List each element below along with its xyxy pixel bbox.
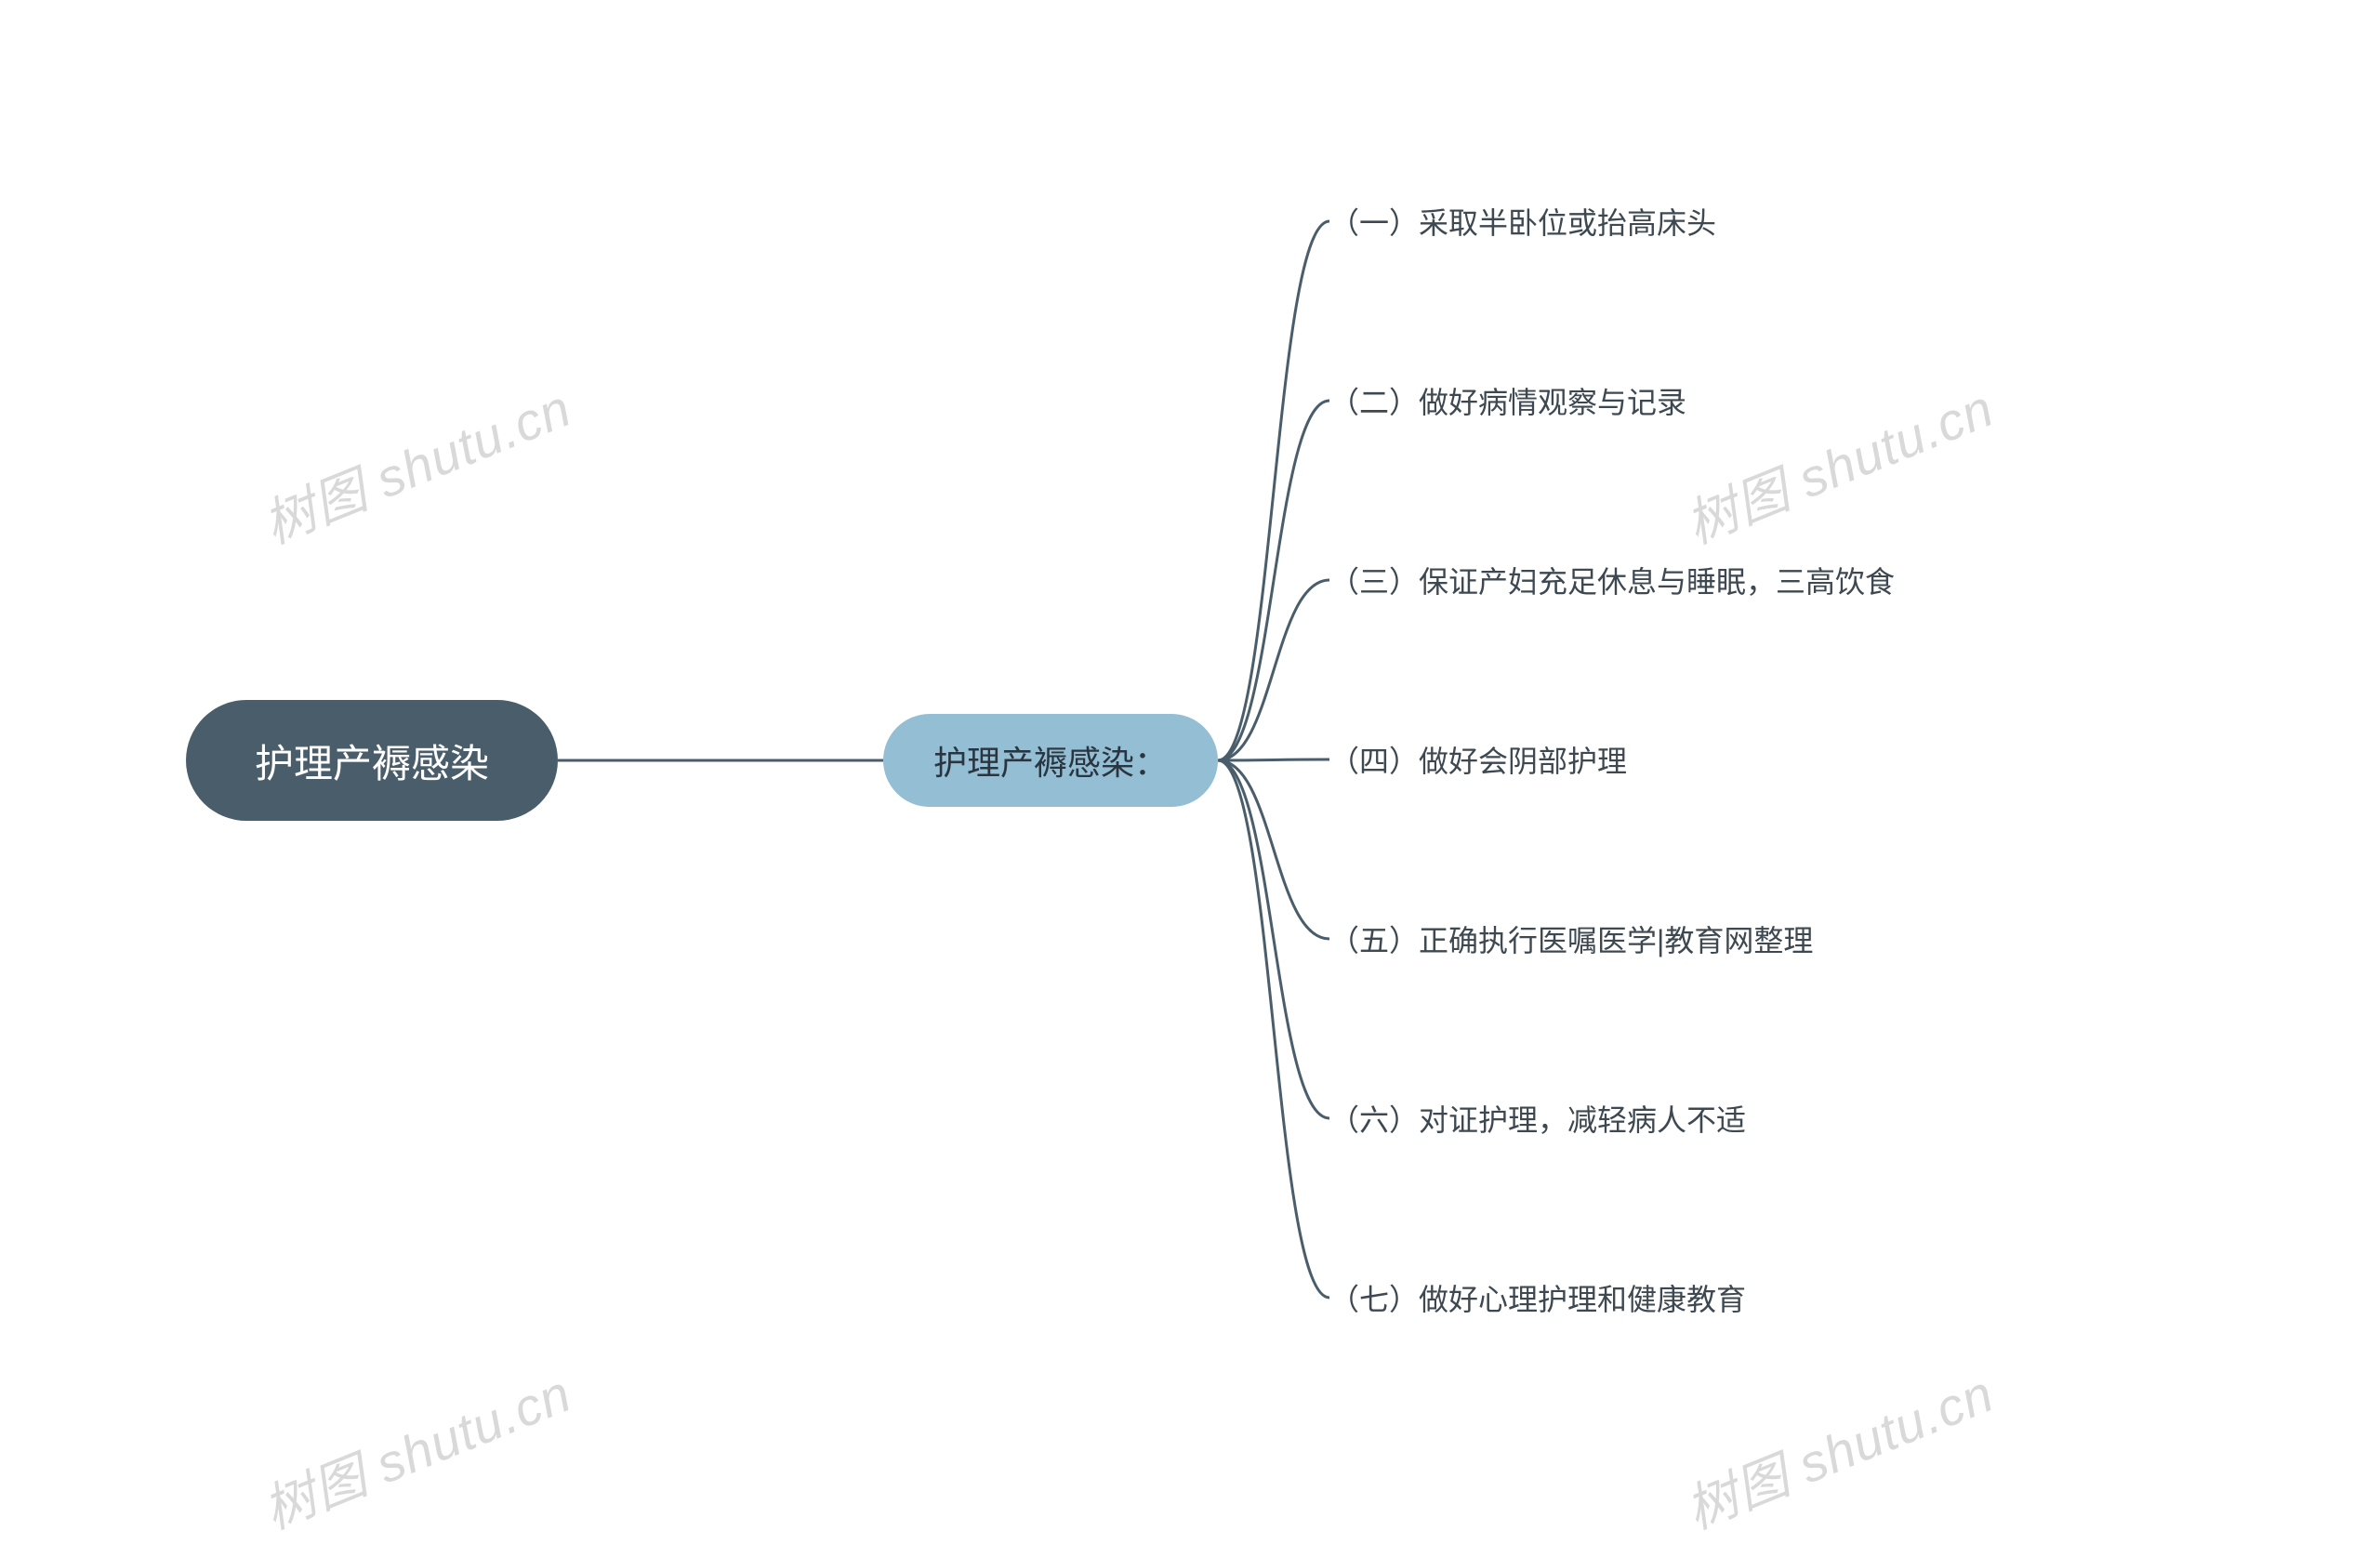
branch-node[interactable]: 护理产褥感染： <box>883 714 1218 807</box>
leaf-label: （一）采取半卧位或抬高床头 <box>1329 200 1716 243</box>
leaf-label: （三）保证产妇充足休息与睡眠，三高饮食 <box>1329 559 1895 601</box>
leaf-node[interactable]: （六）对证护理，减轻病人不适 <box>1329 1090 1746 1146</box>
watermark: 树图 shutu.cn <box>1673 367 2003 559</box>
root-label: 护理产褥感染 <box>255 732 489 789</box>
leaf-node[interactable]: （一）采取半卧位或抬高床头 <box>1329 193 1716 249</box>
leaf-label: （四）做好会阴部护理 <box>1329 738 1627 781</box>
watermark: 树图 shutu.cn <box>1673 1353 2003 1544</box>
leaf-label: （二）做好病情观察与记录 <box>1329 379 1686 422</box>
leaf-label: （七）做好心理护理和健康教育 <box>1329 1276 1746 1319</box>
leaf-node[interactable]: （五）正确执行医嘱医学|教育网整理 <box>1329 911 1813 967</box>
root-node[interactable]: 护理产褥感染 <box>186 700 558 821</box>
leaf-node[interactable]: （三）保证产妇充足休息与睡眠，三高饮食 <box>1329 552 1895 608</box>
leaf-node[interactable]: （二）做好病情观察与记录 <box>1329 373 1686 429</box>
branch-label: 护理产褥感染： <box>933 736 1168 785</box>
leaf-label: （六）对证护理，减轻病人不适 <box>1329 1097 1746 1140</box>
watermark: 树图 shutu.cn <box>251 1353 581 1544</box>
leaf-node[interactable]: （七）做好心理护理和健康教育 <box>1329 1270 1746 1326</box>
leaf-node[interactable]: （四）做好会阴部护理 <box>1329 732 1627 787</box>
watermark: 树图 shutu.cn <box>251 367 581 559</box>
leaf-label: （五）正确执行医嘱医学|教育网整理 <box>1329 917 1813 960</box>
mindmap-canvas: 树图 shutu.cn 树图 shutu.cn 树图 shutu.cn 树图 s… <box>0 0 2380 1521</box>
